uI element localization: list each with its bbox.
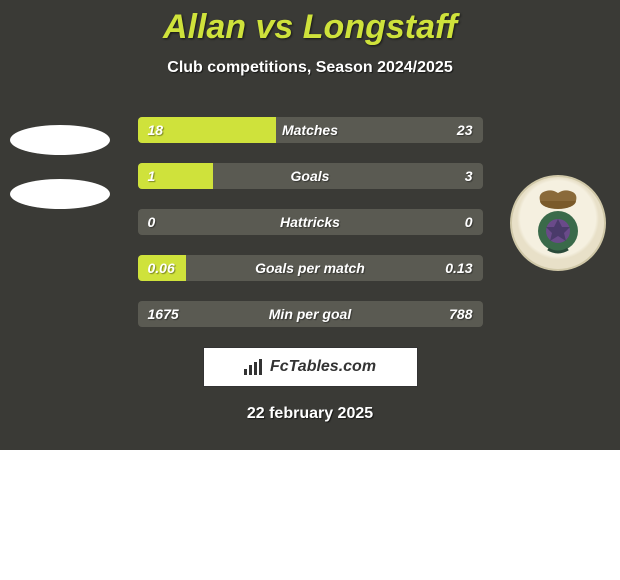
stat-right-value: 788: [449, 301, 472, 327]
subtitle: Club competitions, Season 2024/2025: [0, 59, 620, 77]
stat-row: 1675 Min per goal 788: [138, 301, 483, 327]
stat-right-value: 0: [465, 209, 473, 235]
player-left-badge: [10, 115, 110, 215]
stat-label: Goals per match: [138, 255, 483, 281]
attribution-badge: FcTables.com: [203, 347, 418, 387]
stat-label: Matches: [138, 117, 483, 143]
ellipse-shape: [10, 179, 110, 209]
stat-row: 0.06 Goals per match 0.13: [138, 255, 483, 281]
stat-right-value: 3: [465, 163, 473, 189]
blank-area: [0, 450, 620, 580]
crest-svg: [518, 183, 598, 263]
stats-bars: 18 Matches 23 1 Goals 3 0 Hattricks 0 0.…: [138, 117, 483, 327]
stat-right-value: 23: [457, 117, 473, 143]
date-text: 22 february 2025: [0, 405, 620, 423]
stat-right-value: 0.13: [445, 255, 472, 281]
stat-row: 18 Matches 23: [138, 117, 483, 143]
stat-label: Goals: [138, 163, 483, 189]
club-crest-icon: [510, 175, 606, 271]
bar-chart-icon: [244, 359, 264, 375]
stat-row: 0 Hattricks 0: [138, 209, 483, 235]
stat-row: 1 Goals 3: [138, 163, 483, 189]
stat-label: Min per goal: [138, 301, 483, 327]
comparison-card: Allan vs Longstaff Club competitions, Se…: [0, 0, 620, 450]
stat-label: Hattricks: [138, 209, 483, 235]
player-right-badge: [510, 175, 610, 275]
page-title: Allan vs Longstaff: [0, 0, 620, 47]
ellipse-shape: [10, 125, 110, 155]
attribution-text: FcTables.com: [270, 358, 376, 376]
